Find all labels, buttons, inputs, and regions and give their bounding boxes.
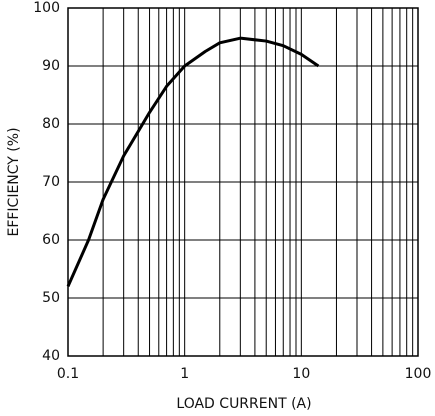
x-tick-label: 10 (292, 366, 310, 382)
y-tick-label: 100 (33, 0, 60, 16)
y-tick-label: 90 (42, 58, 60, 74)
x-tick-label: 1 (180, 366, 189, 382)
y-tick-label: 50 (42, 290, 60, 306)
x-tick-label: 0.1 (57, 366, 79, 382)
plot-frame (67, 7, 419, 357)
line-series (66, 36, 320, 288)
y-axis-label: EFFICIENCY (%) (6, 127, 22, 236)
x-tick-label: 100 (405, 366, 432, 382)
y-tick-label: 80 (42, 116, 60, 132)
x-axis-label: LOAD CURRENT (A) (176, 396, 311, 412)
y-tick-label: 70 (42, 174, 60, 190)
y-tick-label: 60 (42, 232, 60, 248)
y-tick-label: 40 (42, 348, 60, 364)
